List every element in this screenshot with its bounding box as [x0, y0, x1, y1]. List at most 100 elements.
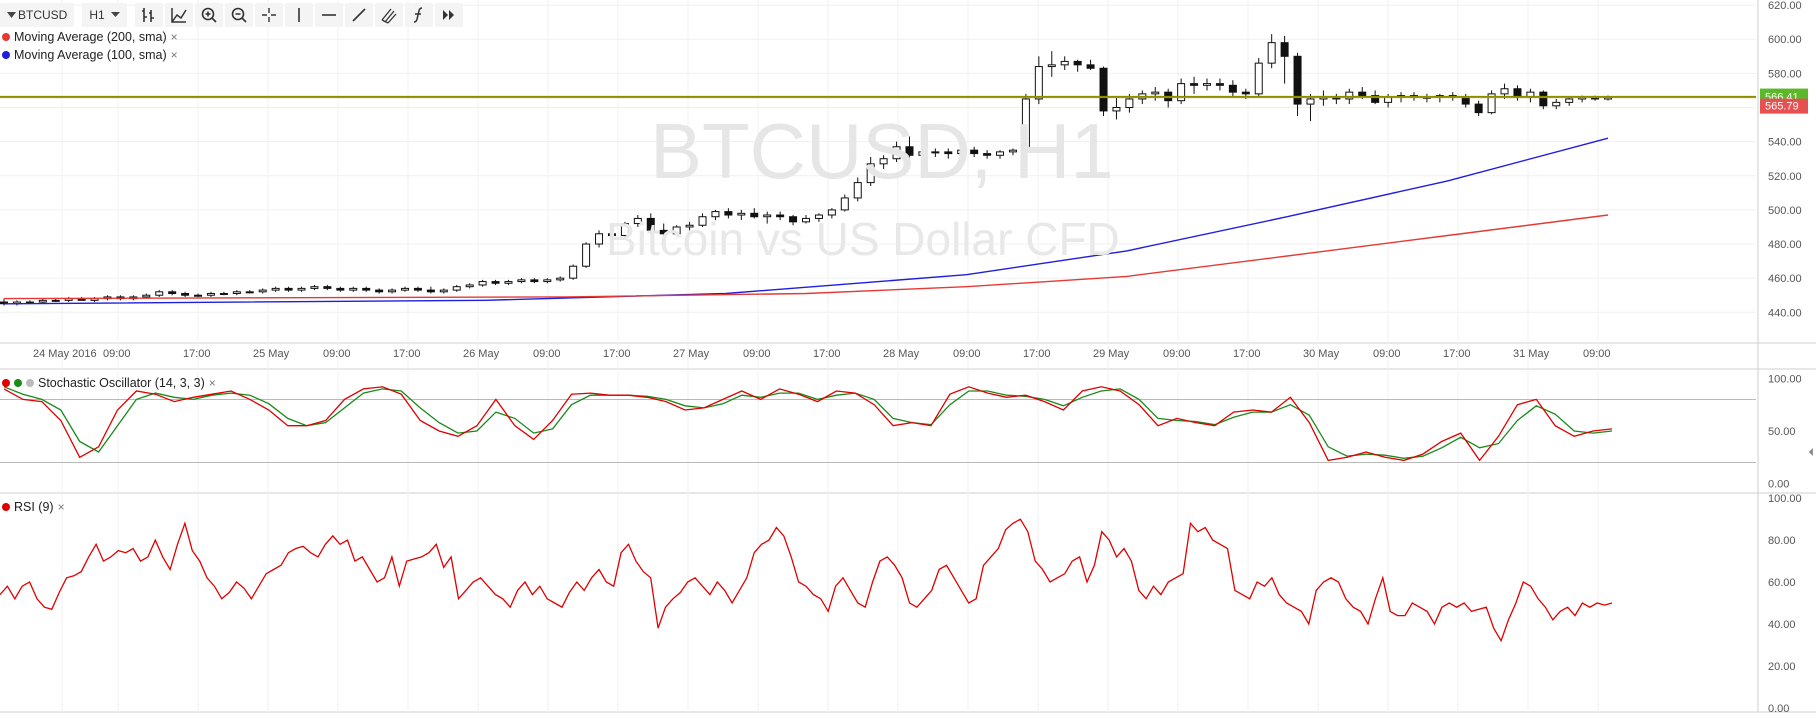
candle-body: [38, 299, 47, 303]
zoom-out-button[interactable]: [224, 3, 253, 27]
x-tick-label: 17:00: [813, 348, 841, 360]
indicators-button[interactable]: [164, 3, 193, 27]
candle-body: [258, 289, 267, 293]
close-icon[interactable]: ×: [208, 376, 216, 390]
y-tick-label: 620.00: [1768, 0, 1802, 12]
candle-body: [1500, 88, 1509, 95]
candle-body: [711, 211, 720, 218]
horizontal-line-button[interactable]: [314, 3, 343, 27]
vertical-line-button[interactable]: [284, 3, 313, 27]
candle-body: [1086, 64, 1095, 69]
x-tick-label: 09:00: [1583, 348, 1611, 360]
watermark-title: BTCUSD, H1: [650, 107, 1114, 195]
x-tick-label: 09:00: [1373, 348, 1401, 360]
x-tick-label: 28 May: [883, 348, 920, 360]
x-tick-label: 30 May: [1303, 348, 1340, 360]
more-button[interactable]: [434, 3, 463, 27]
interval-label: H1: [89, 8, 105, 22]
legend-ma100[interactable]: Moving Average (100, sma) ×: [2, 48, 178, 62]
x-tick-label: 25 May: [253, 348, 290, 360]
candle-body: [297, 287, 306, 291]
symbol-selector[interactable]: BTCUSD: [0, 3, 75, 27]
candle-body: [530, 279, 539, 283]
x-tick-label: 17:00: [1233, 348, 1261, 360]
candle-body: [1539, 91, 1548, 107]
x-tick-label: 17:00: [1443, 348, 1471, 360]
candle-body: [1241, 91, 1250, 95]
candle-body: [905, 146, 914, 156]
y-tick-label: 580.00: [1768, 68, 1802, 80]
candle-body: [840, 197, 849, 211]
x-tick-label: 27 May: [673, 348, 710, 360]
candle-body: [310, 286, 319, 289]
candle-body: [685, 224, 694, 228]
x-tick-label: 09:00: [533, 348, 561, 360]
x-tick-label: 09:00: [743, 348, 771, 360]
legend-ma200[interactable]: Moving Average (200, sma) ×: [2, 30, 178, 44]
legend-stochastic-label: Stochastic Oscillator (14, 3, 3): [38, 376, 205, 390]
more-icon: [442, 10, 454, 20]
legend-stochastic[interactable]: Stochastic Oscillator (14, 3, 3) ×: [2, 376, 216, 390]
crosshair-button[interactable]: [254, 3, 283, 27]
candle-body: [918, 151, 927, 156]
candle-body: [595, 233, 604, 245]
pitchfork-button[interactable]: [374, 3, 403, 27]
x-tick-label: 09:00: [323, 348, 351, 360]
x-tick-label: 17:00: [183, 348, 211, 360]
candle-body: [1293, 55, 1302, 105]
candle-body: [970, 149, 979, 155]
stoch-y-tick-label: 50.00: [1768, 426, 1796, 438]
rsi-y-tick-label: 40.00: [1768, 619, 1796, 631]
x-tick-label: 24 May 2016: [33, 348, 97, 360]
candle-body: [426, 289, 435, 293]
y-tick-label: 600.00: [1768, 34, 1802, 46]
candle-body: [1034, 66, 1043, 100]
stoch-y-tick-label: 0.00: [1768, 479, 1789, 491]
candle-body: [155, 291, 164, 296]
fibonacci-button[interactable]: [404, 3, 433, 27]
candle-body: [776, 214, 785, 218]
candle-body: [944, 151, 953, 155]
candle-body: [194, 294, 203, 297]
candle-body: [491, 281, 500, 284]
candle-body: [931, 151, 940, 154]
x-tick-label: 17:00: [1023, 348, 1051, 360]
trend-line-button[interactable]: [344, 3, 373, 27]
close-icon[interactable]: ×: [170, 30, 178, 44]
candle-body: [750, 212, 759, 218]
candle-body: [1099, 67, 1108, 112]
candle-body: [814, 214, 823, 219]
band-color-dot: [26, 379, 34, 387]
candle-body: [1487, 93, 1496, 114]
collapse-panel-icon[interactable]: ⏴: [1808, 447, 1815, 459]
candle-body: [763, 214, 772, 218]
y-tick-label: 500.00: [1768, 205, 1802, 217]
x-tick-label: 17:00: [393, 348, 421, 360]
candle-body: [206, 293, 215, 296]
legend-ma100-label: Moving Average (100, sma): [14, 48, 167, 62]
candle-body: [1461, 96, 1470, 105]
candle-body: [439, 289, 448, 293]
candle-body: [1267, 42, 1276, 64]
close-icon[interactable]: ×: [57, 500, 65, 514]
candle-body: [465, 284, 474, 288]
zoom-in-button[interactable]: [194, 3, 223, 27]
bar-style-button[interactable]: [134, 3, 163, 27]
candle-body: [633, 217, 642, 225]
legend-ma200-label: Moving Average (200, sma): [14, 30, 167, 44]
y-tick-label: 480.00: [1768, 239, 1802, 251]
legend-rsi[interactable]: RSI (9) ×: [2, 500, 65, 514]
candle-body: [1254, 62, 1263, 95]
stoch-d-line: [3, 386, 1613, 459]
watermark-subtitle: Bitcoin vs US Dollar CFD: [606, 213, 1120, 265]
y-tick-label: 460.00: [1768, 273, 1802, 285]
close-icon[interactable]: ×: [170, 48, 178, 62]
candle-body: [401, 287, 409, 291]
interval-selector[interactable]: H1: [82, 3, 127, 27]
ask-price-label: 565.79: [1765, 101, 1799, 113]
fibonacci-icon: [413, 7, 422, 23]
x-tick-label: 09:00: [953, 348, 981, 360]
candle-body: [168, 291, 177, 295]
x-tick-label: 31 May: [1513, 348, 1550, 360]
